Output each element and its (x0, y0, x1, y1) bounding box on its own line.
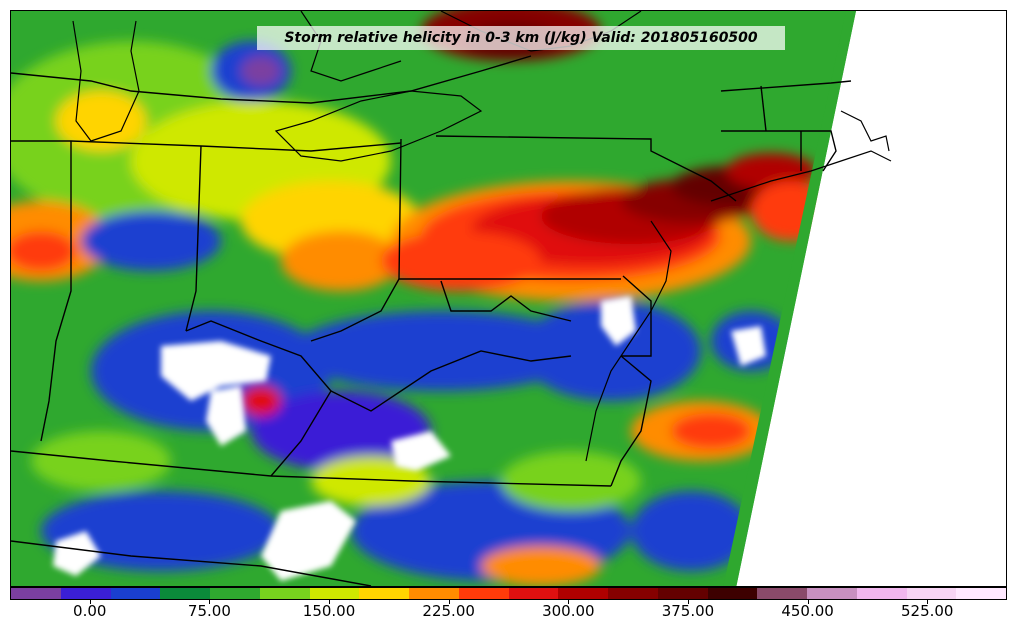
colorbar-tick-mark (209, 600, 211, 604)
colorbar-segment (707, 588, 758, 599)
map-title: Storm relative helicity in 0-3 km (J/kg)… (257, 26, 785, 50)
colorbar (10, 587, 1007, 600)
colorbar-segment (259, 588, 310, 599)
colorbar-segment (210, 588, 260, 599)
colorbar-tick-label: 150.00 (302, 602, 356, 620)
domain-edge (723, 11, 856, 586)
colorbar-segment (11, 588, 61, 599)
colorbar-segment (757, 588, 807, 599)
colorbar-segment (956, 588, 1006, 599)
state-borders (11, 55, 852, 586)
colorbar-tick-label: 525.00 (900, 602, 954, 620)
colorbar-tick-label: 225.00 (422, 602, 475, 620)
colorbar-segment (60, 588, 111, 599)
colorbar-tick-mark (448, 600, 450, 604)
colorbar-segment (508, 588, 559, 599)
colorbar-tick-mark (807, 600, 809, 604)
colorbar-segment (409, 588, 459, 599)
helicity-field (11, 11, 831, 586)
offscale-patches (53, 296, 766, 581)
colorbar-segment (906, 588, 957, 599)
colorbar-segment (110, 588, 161, 599)
helicity-map (11, 11, 1006, 586)
colorbar-segment (608, 588, 658, 599)
colorbar-segment (458, 588, 509, 599)
colorbar-segment (160, 588, 210, 599)
colorbar-tick-label: 75.00 (187, 602, 231, 620)
colorbar-tick-mark (927, 600, 929, 604)
map-panel: Storm relative helicity in 0-3 km (J/kg)… (10, 10, 1007, 587)
colorbar-segment (807, 588, 857, 599)
outside-domain (736, 11, 1006, 586)
colorbar-tick-mark (687, 600, 689, 604)
colorbar-tick-mark (89, 600, 91, 604)
colorbar-tick-label: 375.00 (661, 602, 715, 620)
colorbar-tick-label: 0.00 (73, 602, 107, 620)
colorbar-segment (309, 588, 360, 599)
colorbar-segment (657, 588, 708, 599)
colorbar-segment (856, 588, 907, 599)
colorbar-tick-label: 450.00 (781, 602, 834, 620)
colorbar-segment (558, 588, 608, 599)
colorbar-segment (359, 588, 409, 599)
colorbar-tick-label: 300.00 (542, 602, 595, 620)
colorbar-tick-mark (329, 600, 331, 604)
colorbar-tick-mark (568, 600, 570, 604)
colorbar-ticks: 0.00 75.00 150.00 225.00 300.00 375.00 450.00 5… (0, 600, 1018, 630)
